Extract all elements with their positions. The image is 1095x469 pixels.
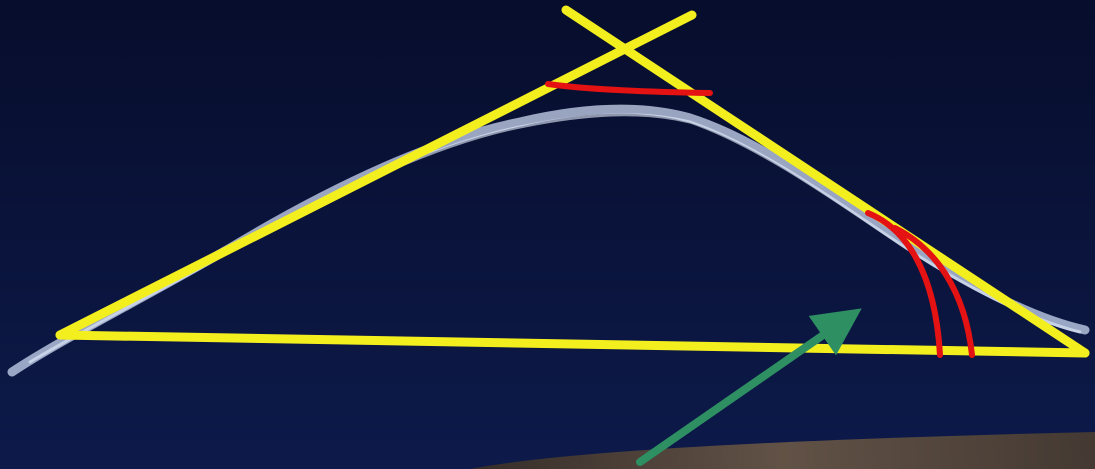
pointer-arrow <box>636 308 862 466</box>
triangle-right-side <box>561 5 1090 358</box>
triangle-base <box>55 330 1090 358</box>
ground-strip <box>470 432 1095 469</box>
triangle-left-side <box>55 10 697 340</box>
angle-arc-inner <box>865 210 943 358</box>
angle-arc-top <box>545 81 713 96</box>
angle-arc-outer <box>892 225 975 358</box>
